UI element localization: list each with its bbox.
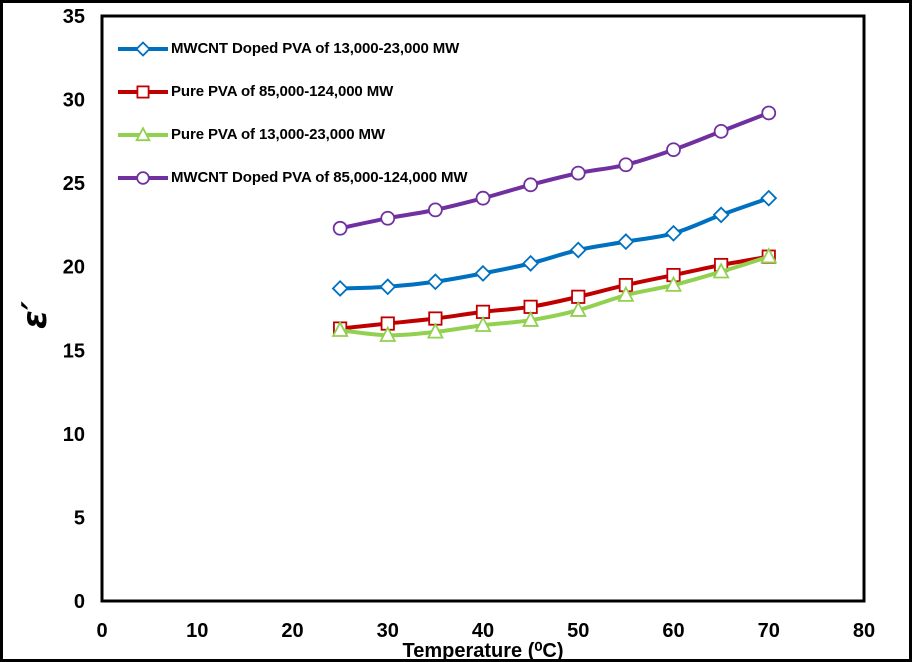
x-tick-label: 70	[758, 620, 780, 642]
y-tick-label: 0	[74, 591, 85, 613]
diamond-marker-icon	[569, 241, 587, 259]
triangle-marker-icon	[664, 275, 683, 292]
series-line-3	[338, 110, 771, 231]
diamond-marker-icon	[379, 278, 397, 296]
x-tick-label: 40	[472, 620, 494, 642]
legend-item-mwcnt-13k: MWCNT Doped PVA of 13,000-23,000 MW	[117, 27, 467, 70]
y-tick-label: 30	[63, 90, 85, 112]
diamond-marker-icon	[118, 40, 168, 57]
diamond-marker-icon	[426, 273, 444, 291]
plot-frame	[100, 14, 866, 603]
y-axis-title: ε′	[15, 301, 55, 329]
y-tick-label: 15	[63, 340, 85, 362]
circle-marker-icon	[523, 177, 539, 193]
y-tick-label: 10	[63, 424, 85, 446]
circle-marker-icon	[666, 142, 681, 158]
circle-marker-icon	[427, 202, 443, 218]
x-tick-label: 20	[281, 620, 303, 642]
series-line-2	[338, 254, 771, 338]
circle-marker-icon	[570, 165, 586, 181]
triangle-marker-icon	[760, 247, 778, 264]
legend-label: Pure PVA of 85,000-124,000 MW	[171, 83, 394, 100]
legend-item-pure-85k: Pure PVA of 85,000-124,000 MW	[117, 70, 467, 113]
series-line-1	[338, 254, 771, 331]
y-tick-label: 25	[63, 173, 85, 195]
triangle-marker-icon	[617, 285, 635, 302]
diamond-marker-icon	[760, 189, 778, 207]
circle-marker-icon	[380, 210, 396, 226]
circle-marker-icon	[475, 190, 491, 206]
plot-canvas: 0 10 20 30 40 50 60 70 80 0 5 10 15 20 25 30 35	[63, 6, 875, 642]
series-line-0	[338, 196, 771, 291]
triangle-marker-icon	[331, 320, 349, 337]
y-tick-label: 20	[63, 257, 85, 279]
square-marker-icon	[136, 85, 150, 98]
triangle-marker-icon	[426, 322, 444, 339]
circle-marker-icon	[618, 157, 634, 173]
x-tick-label: 50	[567, 620, 589, 642]
diamond-marker-icon	[712, 206, 730, 224]
triangle-marker-icon	[135, 125, 151, 141]
circle-marker-icon	[136, 170, 150, 185]
square-marker-icon	[118, 85, 168, 98]
diamond-marker-icon	[522, 254, 540, 272]
y-tick-label: 5	[74, 507, 85, 529]
triangle-marker-icon	[379, 325, 397, 342]
diamond-marker-icon	[135, 40, 151, 57]
legend-label: MWCNT Doped PVA of 13,000-23,000 MW	[171, 40, 460, 57]
y-tick-label: 35	[63, 6, 85, 28]
legend-item-pure-13k: Pure PVA of 13,000-23,000 MW	[117, 113, 467, 156]
triangle-marker-icon	[474, 315, 492, 332]
circle-marker-icon	[713, 123, 729, 139]
triangle-marker-icon	[569, 300, 587, 317]
x-tick-label: 30	[377, 620, 399, 642]
legend-label: Pure PVA of 13,000-23,000 MW	[171, 126, 385, 143]
x-tick-label: 10	[186, 620, 208, 642]
triangle-marker-icon	[522, 310, 540, 327]
diamond-marker-icon	[665, 224, 682, 242]
diamond-marker-icon	[617, 233, 635, 251]
legend-item-mwcnt-85k: MWCNT Doped PVA of 85,000-124,000 MW	[117, 156, 468, 199]
triangle-marker-icon	[712, 262, 730, 279]
legend: MWCNT Doped PVA of 13,000-23,000 MW Pure…	[117, 27, 468, 199]
diamond-marker-icon	[331, 279, 349, 297]
x-tick-label: 0	[96, 620, 107, 642]
x-tick-label: 80	[853, 620, 875, 642]
diamond-marker-icon	[474, 264, 492, 282]
legend-label: MWCNT Doped PVA of 85,000-124,000 MW	[171, 169, 468, 186]
circle-marker-icon	[761, 105, 777, 121]
triangle-marker-icon	[118, 125, 168, 141]
circle-marker-icon	[118, 170, 168, 185]
x-axis-title: Temperature (⁰C)	[402, 640, 564, 662]
circle-marker-icon	[332, 220, 348, 236]
x-tick-label: 60	[662, 620, 684, 642]
